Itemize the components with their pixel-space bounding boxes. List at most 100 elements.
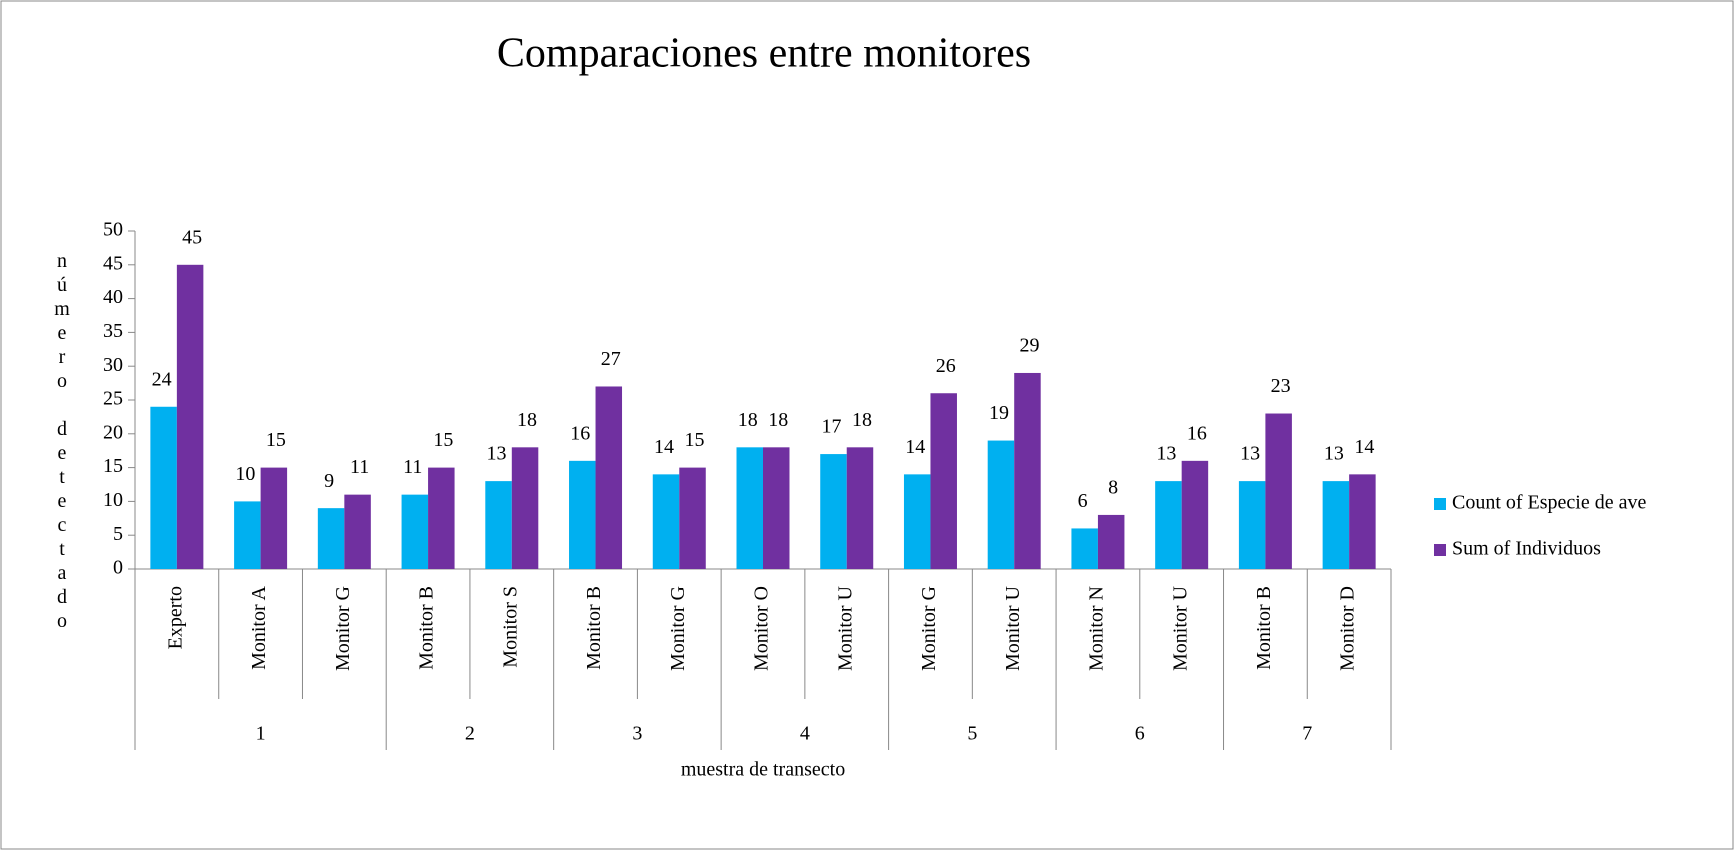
y-tick-label: 25 (103, 388, 123, 410)
data-label: 24 (152, 368, 172, 390)
bar (317, 508, 345, 569)
bar (1322, 481, 1350, 569)
group-label: 6 (1135, 723, 1145, 745)
bar (820, 454, 847, 569)
data-label: 26 (936, 355, 956, 377)
y-tick-label: 40 (103, 286, 123, 308)
data-label: 19 (989, 402, 1009, 424)
legend-label: Sum of Individuos (1452, 538, 1601, 560)
x-tick-label: Monitor S (499, 586, 521, 668)
x-tick-label: Monitor U (1002, 585, 1024, 671)
group-label: 5 (967, 723, 977, 745)
x-tick-label: Monitor U (834, 585, 856, 671)
bar (176, 264, 204, 569)
bar (234, 501, 261, 569)
x-tick-label: Monitor G (918, 586, 940, 671)
data-label: 29 (1019, 335, 1039, 357)
x-axis-label: muestra de transecto (681, 759, 845, 781)
bar (987, 440, 1015, 569)
legend-swatch (1434, 544, 1446, 556)
bar (260, 467, 288, 569)
y-tick-label: 35 (103, 320, 123, 342)
data-label: 14 (905, 436, 925, 458)
x-tick-label: Monitor G (332, 586, 354, 671)
y-tick-label: 20 (103, 421, 123, 443)
y-tick-label: 0 (113, 557, 123, 579)
bar (1238, 481, 1266, 569)
data-label: 17 (821, 416, 841, 438)
group-label: 7 (1302, 723, 1312, 745)
x-tick-label: Monitor B (1253, 586, 1275, 670)
x-tick-label: Monitor B (583, 586, 605, 670)
data-label: 10 (235, 463, 255, 485)
data-label: 13 (487, 443, 507, 465)
data-label: 45 (182, 226, 202, 248)
y-tick-label: 30 (103, 354, 123, 376)
x-tick-label: Monitor G (667, 586, 689, 671)
bar (1349, 474, 1376, 569)
bar (930, 393, 957, 569)
data-label: 6 (1078, 490, 1088, 512)
data-label: 18 (517, 409, 537, 431)
data-label: 15 (266, 429, 286, 451)
y-tick-label: 15 (103, 455, 123, 477)
bar (846, 447, 874, 569)
data-label: 15 (685, 429, 705, 451)
group-label: 1 (256, 723, 266, 745)
bar (1265, 413, 1292, 569)
data-label: 9 (324, 470, 334, 492)
data-label: 13 (1240, 443, 1260, 465)
x-tick-label: Monitor A (248, 585, 270, 669)
x-tick-label: Monitor D (1337, 586, 1359, 671)
data-label: 23 (1271, 375, 1291, 397)
bar (150, 406, 177, 569)
bar (1155, 481, 1182, 569)
legend-label: Count of Especie de ave (1452, 492, 1646, 514)
data-label: 27 (601, 348, 621, 370)
bar (1014, 372, 1041, 569)
data-label: 13 (1156, 443, 1176, 465)
data-label: 13 (1324, 443, 1344, 465)
data-label: 14 (1354, 436, 1374, 458)
y-tick-label: 10 (103, 489, 123, 511)
x-tick-label: Monitor B (416, 586, 438, 670)
bar (1097, 514, 1125, 569)
bar (652, 474, 680, 569)
data-label: 15 (433, 429, 453, 451)
data-label: 18 (852, 409, 872, 431)
data-label: 16 (570, 422, 590, 444)
y-tick-label: 50 (103, 219, 123, 241)
bar (763, 447, 790, 569)
legend-swatch (1434, 498, 1446, 510)
group-label: 4 (800, 723, 810, 745)
data-label: 18 (738, 409, 758, 431)
data-label: 14 (654, 436, 674, 458)
bar (511, 447, 539, 569)
bar (903, 474, 931, 569)
x-tick-label: Experto (164, 586, 186, 649)
x-tick-label: Monitor U (1169, 585, 1191, 671)
bar (679, 467, 706, 569)
y-tick-label: 45 (103, 252, 123, 274)
bar (1071, 528, 1098, 569)
x-tick-label: Monitor O (751, 586, 773, 671)
data-label: 8 (1108, 477, 1118, 499)
bar (485, 481, 512, 569)
group-label: 2 (465, 723, 475, 745)
chart-title: Comparaciones entre monitores (497, 31, 1031, 77)
bar (569, 460, 596, 569)
data-label: 11 (350, 456, 369, 478)
y-tick-label: 5 (113, 523, 123, 545)
bar (595, 386, 623, 569)
data-label: 16 (1187, 422, 1207, 444)
bar (1181, 460, 1209, 569)
bar (344, 494, 371, 569)
x-tick-label: Monitor N (1086, 586, 1108, 671)
group-label: 3 (632, 723, 642, 745)
bar (736, 447, 763, 569)
y-axis-label: número detectado (51, 250, 73, 634)
data-label: 18 (768, 409, 788, 431)
